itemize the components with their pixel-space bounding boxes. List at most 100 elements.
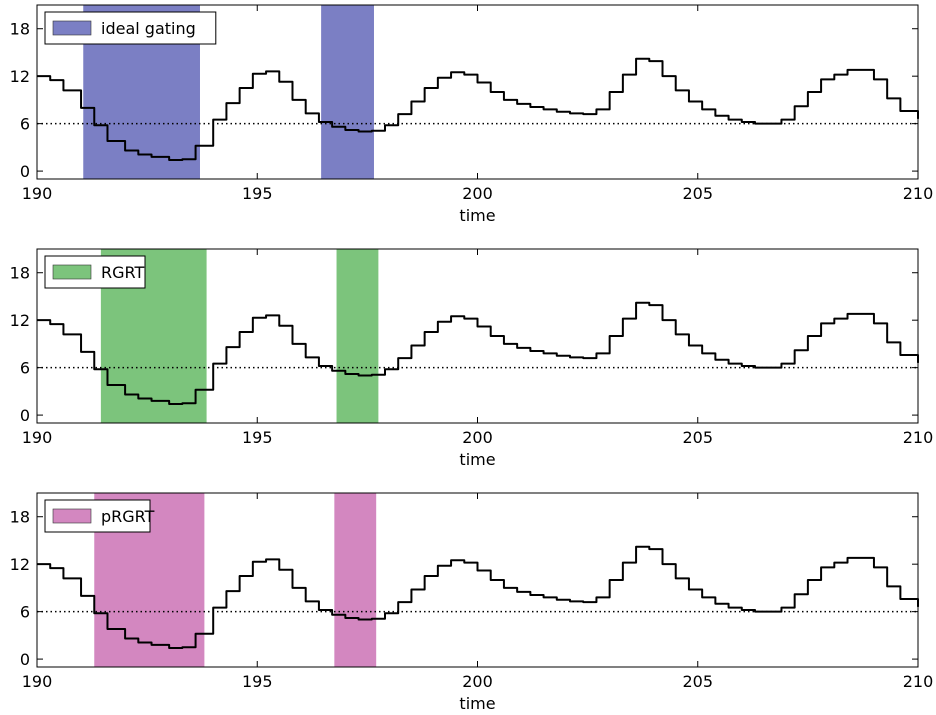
data-point <box>648 304 650 306</box>
data-point <box>437 565 439 567</box>
data-point <box>278 81 280 83</box>
data-point <box>265 315 267 317</box>
x-tick-label: 210 <box>903 428 934 447</box>
data-point <box>226 346 228 348</box>
y-tick-label: 6 <box>20 359 30 378</box>
data-point <box>252 561 254 563</box>
data-point <box>873 323 875 325</box>
legend-swatch <box>52 508 92 524</box>
data-point <box>754 611 756 613</box>
data-point <box>124 638 126 640</box>
data-point <box>63 334 65 336</box>
data-point <box>662 563 664 565</box>
data-point <box>807 91 809 93</box>
data-point <box>384 124 386 126</box>
x-tick-label: 190 <box>22 428 53 447</box>
y-tick-label: 18 <box>10 20 30 39</box>
data-point <box>582 113 584 115</box>
data-point <box>397 113 399 115</box>
data-point <box>820 323 822 325</box>
data-point <box>151 156 153 158</box>
data-point <box>530 106 532 108</box>
data-point <box>715 603 717 605</box>
data-point <box>345 373 347 375</box>
data-point <box>371 130 373 132</box>
legend-label: RGRT <box>101 263 144 282</box>
x-tick-label: 190 <box>22 672 53 691</box>
data-point <box>728 607 730 609</box>
y-tick-label: 0 <box>20 406 30 425</box>
data-point <box>754 367 756 369</box>
data-point <box>93 612 95 614</box>
data-point <box>168 159 170 161</box>
data-point <box>195 389 197 391</box>
data-point <box>168 403 170 405</box>
data-point <box>384 612 386 614</box>
data-point <box>556 111 558 113</box>
data-point <box>728 119 730 121</box>
x-tick-label: 195 <box>242 672 273 691</box>
data-point <box>358 375 360 377</box>
data-point <box>463 562 465 564</box>
data-point <box>503 587 505 589</box>
data-point <box>331 126 333 128</box>
y-tick-label: 6 <box>20 603 30 622</box>
data-point <box>794 349 796 351</box>
data-point <box>622 318 624 320</box>
data-point <box>794 105 796 107</box>
data-point <box>239 575 241 577</box>
data-point <box>860 557 862 559</box>
data-point <box>767 611 769 613</box>
legend: RGRT <box>44 255 146 289</box>
data-point <box>424 331 426 333</box>
data-point <box>305 357 307 359</box>
data-point <box>331 614 333 616</box>
data-point <box>450 315 452 317</box>
data-point <box>569 601 571 603</box>
legend-label: ideal gating <box>101 19 196 38</box>
data-point <box>265 71 267 73</box>
data-point <box>781 119 783 121</box>
data-point <box>900 598 902 600</box>
data-point <box>900 354 902 356</box>
data-point <box>873 79 875 81</box>
data-point <box>675 334 677 336</box>
data-point <box>701 597 703 599</box>
data-point <box>93 124 95 126</box>
data-point <box>886 586 888 588</box>
data-point <box>411 101 413 103</box>
data-point <box>609 579 611 581</box>
gating-band-2 <box>334 493 377 667</box>
data-point <box>886 98 888 100</box>
data-point <box>195 633 197 635</box>
data-point <box>226 590 228 592</box>
x-tick-label: 205 <box>682 184 713 203</box>
signal-line <box>37 57 919 162</box>
data-point <box>151 644 153 646</box>
data-point <box>490 91 492 93</box>
data-point <box>609 335 611 337</box>
data-point <box>873 567 875 569</box>
data-point <box>516 103 518 105</box>
data-point <box>195 145 197 147</box>
data-point <box>49 567 51 569</box>
data-point <box>463 74 465 76</box>
data-point <box>358 619 360 621</box>
data-point <box>318 609 320 611</box>
data-point <box>80 595 82 597</box>
data-point <box>715 359 717 361</box>
data-point <box>596 109 598 111</box>
data-point <box>807 335 809 337</box>
legend-swatch <box>52 264 92 280</box>
data-point <box>834 562 836 564</box>
x-axis-label: time <box>459 450 495 469</box>
y-tick-label: 18 <box>10 264 30 283</box>
data-point <box>648 60 650 62</box>
data-point <box>371 618 373 620</box>
y-tick-label: 12 <box>10 555 30 574</box>
data-point <box>305 601 307 603</box>
data-point <box>477 570 479 572</box>
data-point <box>860 313 862 315</box>
signal-line <box>37 301 919 406</box>
data-point <box>450 559 452 561</box>
